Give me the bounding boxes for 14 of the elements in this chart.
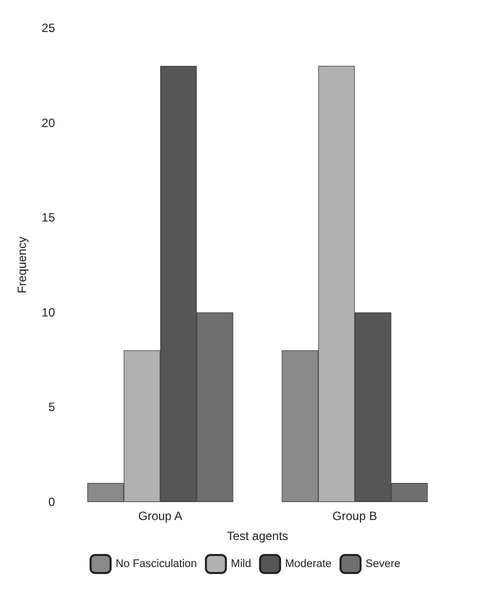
legend-label: Moderate — [285, 558, 332, 570]
x-tick-label: Group B — [332, 509, 378, 523]
x-tick-label: Group A — [138, 509, 182, 523]
legend-label: Mild — [230, 558, 252, 570]
legend-label: Severe — [366, 558, 400, 570]
y-tick-label: 0 — [48, 495, 56, 509]
y-tick-label: 15 — [42, 210, 56, 225]
y-tick-label: 20 — [42, 116, 56, 130]
y-axis-title: Frequency — [15, 236, 29, 294]
y-tick-label: 5 — [48, 400, 56, 414]
y-tick-label: 25 — [42, 21, 56, 35]
y-tick-label: 10 — [42, 305, 56, 320]
legend-label: No Fasciculation — [116, 558, 197, 570]
x-axis-title: Test agents — [226, 529, 288, 543]
